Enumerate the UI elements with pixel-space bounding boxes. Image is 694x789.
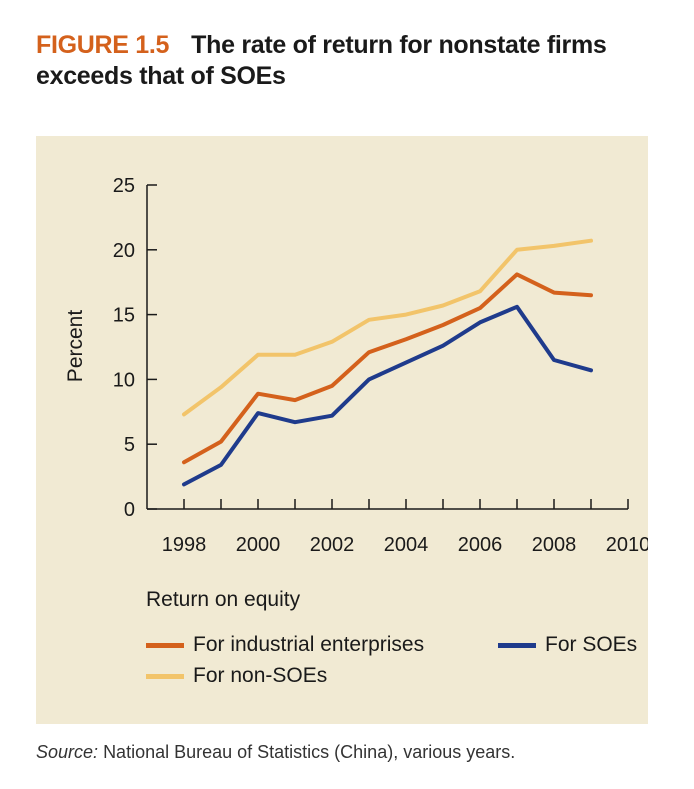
y-tick-label: 25 bbox=[113, 175, 135, 197]
chart-panel: 0 5 10 15 20 25 1998 2000 2002 2004 2006 2008 2010 P… bbox=[36, 136, 648, 724]
legend-swatch-industrial bbox=[146, 642, 184, 648]
x-tick-label: 2002 bbox=[310, 534, 355, 556]
line-chart: 0 5 10 15 20 25 1998 2000 2002 2004 2006 2008 2010 P… bbox=[64, 175, 648, 556]
x-tick-label: 2000 bbox=[236, 534, 281, 556]
y-axis-title: Percent bbox=[64, 310, 87, 383]
y-tick-label: 10 bbox=[113, 369, 135, 391]
legend-label-industrial: For industrial enterprises bbox=[193, 633, 425, 656]
series-line-non-soe bbox=[182, 238, 593, 417]
legend-label-non-soe: For non-SOEs bbox=[193, 664, 328, 687]
y-tick-label: 5 bbox=[124, 434, 135, 456]
figure-title-text: The rate of return for nonstate firms ex… bbox=[36, 31, 607, 90]
y-tick-label: 15 bbox=[113, 305, 135, 327]
x-tick-label: 1998 bbox=[162, 534, 207, 556]
y-tick-label: 0 bbox=[124, 499, 135, 521]
legend-swatch-soe bbox=[498, 642, 536, 648]
legend-swatch-non-soe bbox=[146, 673, 184, 679]
x-tick-label: 2004 bbox=[384, 534, 429, 556]
legend-item-soe: For SOEs bbox=[498, 632, 637, 658]
figure-title: FIGURE 1.5 The rate of return for nonstat… bbox=[36, 30, 676, 92]
legend-item-industrial: For industrial enterprises bbox=[146, 632, 424, 658]
x-tick-label: 2010 bbox=[606, 534, 648, 556]
axes: 0 5 10 15 20 25 1998 2000 2002 2004 2006 2008 2010 bbox=[113, 175, 648, 556]
source-note: Source: National Bureau of Statistics (C… bbox=[36, 742, 515, 763]
y-tick-label: 20 bbox=[113, 240, 135, 262]
source-text: National Bureau of Statistics (China), v… bbox=[103, 742, 516, 762]
x-tick-label: 2008 bbox=[532, 534, 577, 556]
legend-heading: Return on equity bbox=[146, 588, 301, 611]
legend-label-soe: For SOEs bbox=[545, 633, 638, 656]
series-line-soe bbox=[182, 304, 593, 487]
series-line-industrial bbox=[182, 272, 593, 465]
figure-number: FIGURE 1.5 bbox=[36, 31, 170, 59]
x-tick-label: 2006 bbox=[458, 534, 503, 556]
source-prefix: Source: bbox=[36, 742, 99, 762]
series-lines bbox=[182, 238, 593, 487]
legend-item-non-soe: For non-SOEs bbox=[146, 663, 327, 689]
